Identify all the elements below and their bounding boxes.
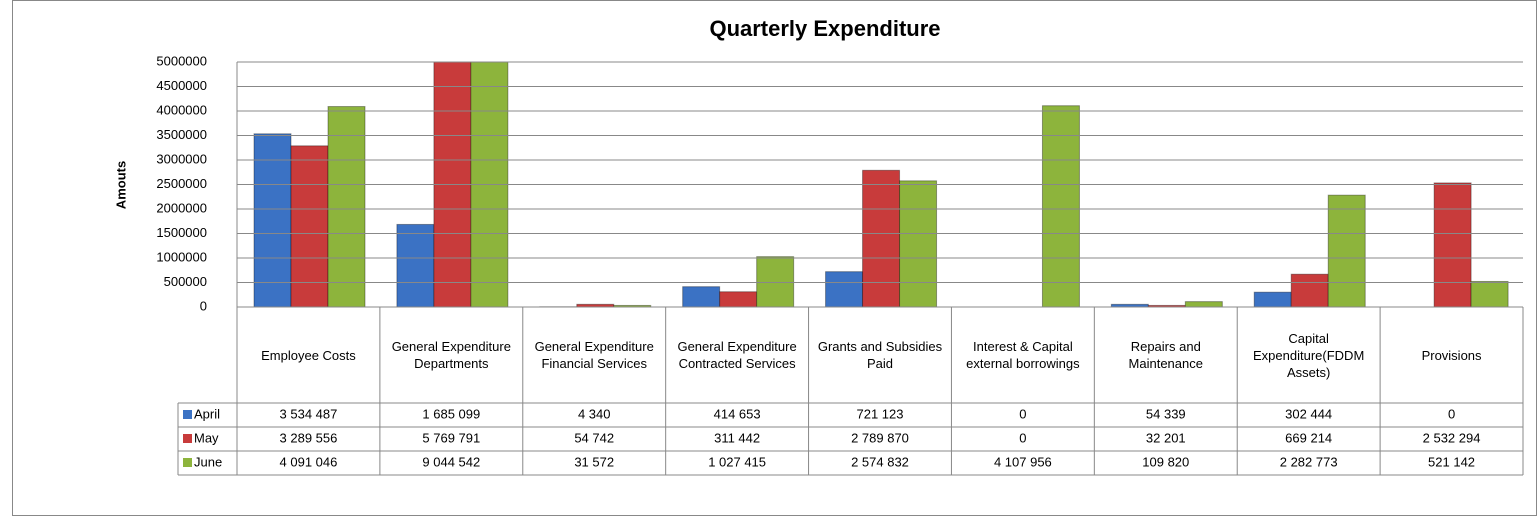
value-label: 4 340 <box>578 406 611 421</box>
x-tick-label: General Expenditure Contracted Services <box>677 339 797 371</box>
value-label: 109 820 <box>1142 454 1189 469</box>
legend-label: April <box>194 406 220 421</box>
value-label: 0 <box>1019 406 1026 421</box>
bar <box>825 271 864 308</box>
category-cell: General Expenditure Contracted Services <box>677 339 797 371</box>
value-label: 3 289 556 <box>280 430 338 445</box>
bar <box>899 180 938 308</box>
category-cell: Capital Expenditure(FDDM Assets) <box>1253 330 1365 380</box>
legend-key <box>183 458 192 467</box>
y-tick-label: 3000000 <box>156 151 207 166</box>
category-cell: General Expenditure Departments <box>391 339 511 371</box>
bar <box>1470 280 1509 308</box>
x-tick-label: Repairs and Maintenance <box>1128 339 1203 371</box>
bar <box>682 286 721 308</box>
y-tick-label: 500000 <box>164 274 207 289</box>
category-cell: Grants and Subsidies Paid <box>817 339 943 371</box>
value-label: 302 444 <box>1285 406 1332 421</box>
category-cell: Employee Costs <box>261 347 356 363</box>
bar <box>862 169 901 308</box>
bar <box>756 256 795 308</box>
value-label: 32 201 <box>1146 430 1186 445</box>
y-tick-label: 3500000 <box>156 127 207 142</box>
x-tick-label: Capital Expenditure(FDDM Assets) <box>1253 330 1365 380</box>
value-label: 31 572 <box>574 454 614 469</box>
y-tick-label: 4500000 <box>156 78 207 93</box>
legend-key <box>183 434 192 443</box>
value-label: 414 653 <box>714 406 761 421</box>
y-tick-label: 5000000 <box>156 53 207 68</box>
bar <box>253 133 292 308</box>
bar <box>1433 182 1472 308</box>
value-label: 54 339 <box>1146 406 1186 421</box>
value-label: 2 789 870 <box>851 430 909 445</box>
legend-label: May <box>194 430 219 445</box>
value-label: 1 027 415 <box>708 454 766 469</box>
value-label: 1 685 099 <box>422 406 480 421</box>
bar <box>396 223 435 308</box>
chart-title: Quarterly Expenditure <box>709 16 940 41</box>
bar <box>327 106 366 308</box>
value-label: 9 044 542 <box>422 454 480 469</box>
category-cell: Repairs and Maintenance <box>1128 339 1203 371</box>
y-tick-label: 2500000 <box>156 176 207 191</box>
value-label: 4 091 046 <box>280 454 338 469</box>
value-label: 311 442 <box>714 430 760 445</box>
value-label: 4 107 956 <box>994 454 1052 469</box>
value-label: 521 142 <box>1428 454 1475 469</box>
legend-label: June <box>194 454 222 469</box>
x-tick-label: Interest & Capital external borrowings <box>966 339 1080 371</box>
value-label: 721 123 <box>857 406 904 421</box>
bar <box>433 62 472 308</box>
bar <box>719 291 758 308</box>
x-tick-label: General Expenditure Financial Services <box>534 339 654 371</box>
bar <box>1041 105 1080 308</box>
x-tick-label: Employee Costs <box>261 347 356 363</box>
category-cell: General Expenditure Financial Services <box>534 339 654 371</box>
category-cell: Provisions <box>1421 347 1482 363</box>
y-axis-label: Amouts <box>113 161 128 209</box>
legend-key <box>183 410 192 419</box>
value-label: 5 769 791 <box>422 430 480 445</box>
category-cell: Interest & Capital external borrowings <box>966 339 1080 371</box>
value-label: 2 574 832 <box>851 454 909 469</box>
bar <box>1290 273 1329 308</box>
value-label: 0 <box>1019 430 1026 445</box>
x-tick-label: Grants and Subsidies Paid <box>817 339 943 371</box>
value-label: 54 742 <box>574 430 614 445</box>
y-tick-label: 0 <box>200 298 207 313</box>
y-tick-label: 2000000 <box>156 200 207 215</box>
value-label: 2 282 773 <box>1280 454 1338 469</box>
x-tick-label: Provisions <box>1421 347 1482 363</box>
bar <box>1327 194 1366 308</box>
value-label: 669 214 <box>1285 430 1332 445</box>
y-tick-label: 1500000 <box>156 225 207 240</box>
value-label: 2 532 294 <box>1423 430 1481 445</box>
x-tick-label: General Expenditure Departments <box>391 339 511 371</box>
y-tick-label: 4000000 <box>156 102 207 117</box>
value-label: 0 <box>1448 406 1455 421</box>
bar <box>1253 291 1292 308</box>
bar <box>290 145 329 308</box>
y-tick-label: 1000000 <box>156 249 207 264</box>
value-label: 3 534 487 <box>280 406 338 421</box>
